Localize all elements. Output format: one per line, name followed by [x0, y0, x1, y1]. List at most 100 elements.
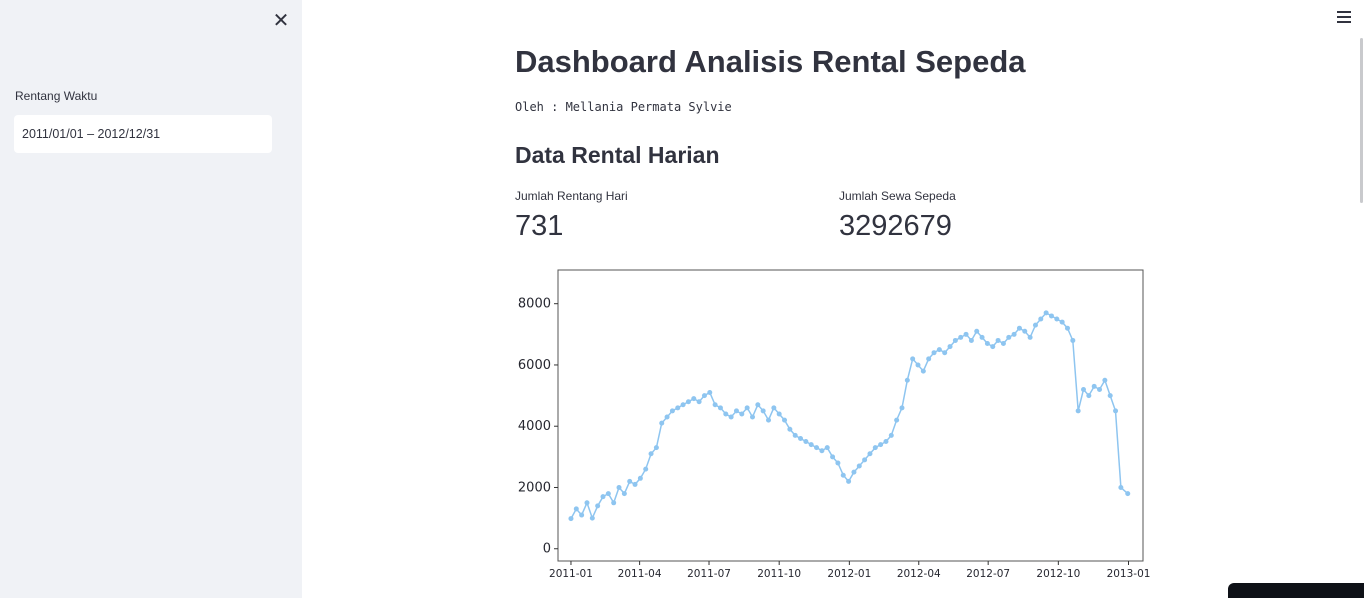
daily-rental-chart: 0 2000 4000 6000 8000 2011-01 2011-04 2011-07 20…	[515, 262, 1155, 582]
data-point	[1075, 408, 1081, 414]
data-point	[616, 484, 622, 490]
data-point	[707, 390, 713, 396]
metric-value-days: 731	[515, 210, 564, 242]
data-point	[798, 435, 804, 441]
data-point	[760, 408, 766, 414]
data-point	[862, 457, 868, 463]
data-point	[766, 417, 772, 423]
data-point	[605, 491, 611, 497]
x-tick-label: 2011-01	[549, 568, 593, 580]
data-point	[968, 337, 974, 343]
data-point	[782, 417, 788, 423]
x-tick-label: 2011-10	[757, 568, 801, 580]
close-icon[interactable]: ✕	[272, 10, 290, 32]
data-point	[931, 350, 937, 356]
data-point	[995, 337, 1001, 343]
data-point	[952, 337, 958, 343]
data-point	[685, 399, 691, 405]
data-point	[1113, 408, 1119, 414]
data-point	[867, 451, 873, 457]
data-point	[824, 445, 830, 451]
data-point	[733, 408, 739, 414]
data-point	[910, 356, 916, 362]
data-point	[878, 442, 884, 448]
page-title: Dashboard Analisis Rental Sepeda	[515, 44, 1026, 79]
data-point	[840, 472, 846, 478]
data-point	[926, 356, 932, 362]
data-point	[888, 432, 894, 438]
data-point	[696, 399, 702, 405]
data-point	[1081, 386, 1087, 392]
data-point	[723, 411, 729, 417]
data-point	[717, 405, 723, 411]
x-tick-label: 2011-07	[687, 568, 731, 580]
data-point	[701, 393, 707, 399]
data-point	[808, 442, 814, 448]
data-point	[589, 515, 595, 521]
data-point	[835, 460, 841, 466]
data-point	[568, 516, 574, 522]
data-point	[1107, 393, 1113, 399]
date-range-label: Rentang Waktu	[15, 89, 98, 103]
scrollbar[interactable]	[1360, 38, 1363, 203]
data-point	[958, 334, 964, 340]
date-range-input[interactable]: 2011/01/01 – 2012/12/31	[14, 115, 272, 153]
data-point	[942, 350, 948, 356]
data-point	[974, 328, 980, 334]
x-tick-label: 2012-01	[827, 568, 871, 580]
data-point	[830, 454, 836, 460]
data-point	[856, 463, 862, 469]
data-point	[904, 377, 910, 383]
data-point	[595, 503, 601, 509]
data-point	[883, 439, 889, 445]
data-point	[814, 445, 820, 451]
x-tick-label: 2012-04	[897, 568, 941, 580]
data-point	[776, 411, 782, 417]
x-tick-label: 2012-10	[1036, 568, 1080, 580]
metric-label-rentals: Jumlah Sewa Sepeda	[839, 189, 956, 203]
hamburger-menu-icon[interactable]	[1334, 8, 1354, 28]
data-point	[669, 408, 675, 414]
data-point	[643, 466, 649, 472]
data-point	[627, 478, 633, 484]
data-point	[1000, 341, 1006, 347]
plot-frame	[557, 269, 1144, 562]
data-point	[1102, 377, 1108, 383]
data-point	[1118, 484, 1124, 490]
data-point	[894, 417, 900, 423]
data-point	[1006, 334, 1012, 340]
y-tick-label: 4000	[518, 419, 551, 434]
data-point	[744, 405, 750, 411]
data-point	[1011, 331, 1017, 337]
y-tick-label: 6000	[518, 358, 551, 373]
metric-value-rentals: 3292679	[839, 210, 952, 242]
data-point	[872, 445, 878, 451]
status-widget[interactable]	[1228, 583, 1364, 598]
data-point	[1016, 325, 1022, 331]
data-point	[1097, 386, 1103, 392]
data-point	[819, 448, 825, 454]
author-text: Oleh : Mellania Permata Sylvie	[515, 100, 732, 114]
sidebar: ✕ Rentang Waktu 2011/01/01 – 2012/12/31	[0, 0, 302, 598]
data-point	[739, 411, 745, 417]
x-tick-label: 2011-04	[618, 568, 662, 580]
data-point	[1048, 313, 1054, 319]
data-point	[1064, 325, 1070, 331]
data-point	[984, 341, 990, 347]
data-point	[1022, 328, 1028, 334]
section-title: Data Rental Harian	[515, 142, 720, 168]
data-point	[653, 445, 659, 451]
data-point	[1032, 322, 1038, 328]
data-point	[1054, 316, 1060, 322]
data-point	[947, 344, 953, 350]
data-point	[755, 402, 761, 408]
data-point	[990, 344, 996, 350]
data-point	[1043, 310, 1049, 316]
data-point	[579, 512, 585, 518]
data-point	[846, 478, 852, 484]
data-point	[915, 362, 921, 368]
data-point	[1086, 393, 1092, 399]
data-point	[1091, 383, 1097, 389]
data-point	[648, 451, 654, 457]
y-tick-label: 2000	[518, 480, 551, 495]
